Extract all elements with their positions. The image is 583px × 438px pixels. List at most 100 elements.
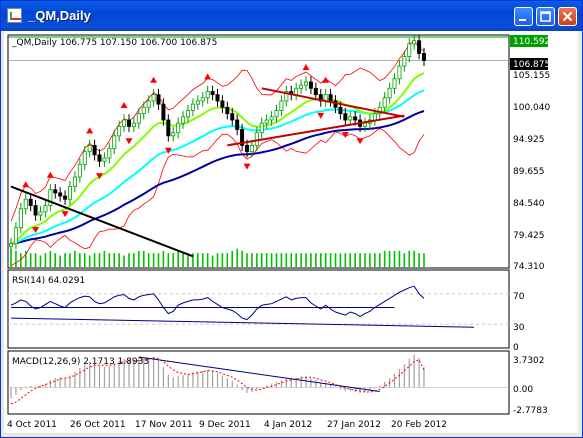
- candle-body: [308, 81, 313, 89]
- candle-body: [190, 103, 195, 111]
- candle-body: [102, 157, 107, 162]
- candle-body: [87, 144, 92, 153]
- candle-body: [53, 189, 58, 194]
- current-price-tag: [510, 58, 548, 70]
- rsi-scale-label: 30: [513, 323, 525, 333]
- candle-body: [43, 205, 48, 213]
- candle-body: [402, 56, 407, 67]
- candle-body: [82, 151, 87, 165]
- chart-area[interactable]: _QM,Daily 106.775 107.150 106.700 106.87…: [4, 31, 578, 433]
- price-panel-label: _QM,Daily 106.775 107.150 106.700 106.87…: [11, 38, 217, 48]
- title-bar[interactable]: _QM,Daily: [1, 1, 582, 31]
- candle-body: [63, 195, 68, 200]
- candle-body: [13, 227, 18, 245]
- fractal-down-marker: [125, 138, 133, 145]
- time-axis-label: 26 Oct 2011: [70, 420, 126, 430]
- macd-panel-frame: [7, 350, 510, 415]
- candle-body: [220, 100, 225, 108]
- candle-body: [417, 40, 422, 54]
- candle-body: [151, 94, 156, 102]
- rsi-scale-label: 0: [513, 343, 519, 353]
- candle-body: [235, 119, 240, 130]
- candle-body: [48, 189, 53, 206]
- rsi-scale-label: 70: [513, 292, 525, 302]
- candle-body: [38, 211, 43, 216]
- fractal-up-marker: [204, 73, 212, 80]
- candle-body: [136, 113, 141, 124]
- candle-body: [18, 208, 23, 229]
- time-axis-label: 4 Jan 2012: [264, 420, 312, 430]
- minimize-icon: [519, 19, 526, 21]
- fractal-down-marker: [61, 211, 69, 218]
- macd-scale-label: 3.7302: [513, 356, 545, 366]
- price-chart[interactable]: _QM,Daily 106.775 107.150 106.700 106.87…: [4, 31, 578, 433]
- fractal-down-marker: [96, 173, 103, 180]
- candle-body: [303, 81, 308, 86]
- macd-scale-label: -2.7783: [513, 406, 548, 416]
- candle-body: [9, 243, 14, 248]
- macd-panel-label: MACD(12,26,9) 2.1713 1.8933: [12, 357, 149, 367]
- candle-body: [131, 122, 136, 127]
- fractal-up-marker: [302, 64, 310, 71]
- candle-body: [382, 97, 387, 108]
- candle-body: [205, 91, 210, 99]
- candle-body: [313, 87, 318, 96]
- candle-body: [362, 122, 367, 127]
- price-scale-label: 74.310: [513, 262, 545, 272]
- price-scale-label: 105.155: [513, 71, 550, 81]
- candle-body: [392, 78, 397, 89]
- candle-body: [269, 116, 274, 121]
- price-scale-label: 100.040: [513, 103, 550, 113]
- candle-body: [141, 106, 146, 115]
- fractal-up-marker: [46, 171, 54, 178]
- candle-body: [249, 144, 254, 153]
- rsi-panel-frame: [7, 269, 510, 349]
- candle-body: [407, 43, 412, 58]
- candle-body: [338, 106, 343, 115]
- candle-body: [161, 103, 166, 121]
- candle-body: [353, 116, 358, 121]
- candle-body: [377, 106, 382, 115]
- candle-body: [77, 163, 82, 178]
- high-price-tag: [510, 35, 548, 47]
- fractal-up-marker: [86, 127, 94, 134]
- candle-body: [166, 119, 171, 137]
- candle-body: [264, 119, 269, 124]
- price-scale-label: 94.925: [513, 135, 545, 145]
- candle-body: [92, 144, 97, 156]
- fractal-up-marker: [22, 181, 30, 188]
- rsi-panel-label: RSI(14) 64.0291: [12, 276, 85, 286]
- high-price-tag-label: 110.592: [513, 37, 550, 47]
- fractal-up-marker: [120, 102, 128, 109]
- maximize-button[interactable]: [536, 7, 555, 26]
- candle-body: [176, 122, 181, 134]
- close-button[interactable]: [558, 7, 577, 26]
- candle-body: [412, 40, 417, 45]
- candle-body: [299, 84, 304, 89]
- upper-band: [10, 40, 425, 222]
- candle-body: [112, 135, 117, 149]
- fractal-down-marker: [356, 138, 364, 145]
- fractal-up-marker: [322, 76, 330, 83]
- minimize-button[interactable]: [514, 7, 533, 26]
- red-trendline-lower: [227, 114, 405, 147]
- candle-body: [156, 94, 161, 105]
- candle-body: [195, 100, 200, 105]
- lower-band: [10, 127, 425, 267]
- fractal-down-marker: [341, 131, 349, 138]
- candle-body: [23, 198, 28, 210]
- candle-body: [107, 148, 112, 159]
- price-scale-label: 84.540: [513, 199, 545, 209]
- candle-body: [146, 100, 151, 108]
- candle-body: [58, 192, 63, 197]
- candle-body: [117, 125, 122, 137]
- black-trendline: [10, 185, 194, 258]
- maximize-icon: [540, 11, 551, 22]
- candle-body: [72, 176, 77, 187]
- chart-app-icon[interactable]: [7, 8, 22, 23]
- candle-body: [348, 116, 353, 121]
- candle-body: [372, 113, 377, 121]
- candle-body: [294, 87, 299, 96]
- time-axis-label: 4 Oct 2011: [7, 420, 57, 430]
